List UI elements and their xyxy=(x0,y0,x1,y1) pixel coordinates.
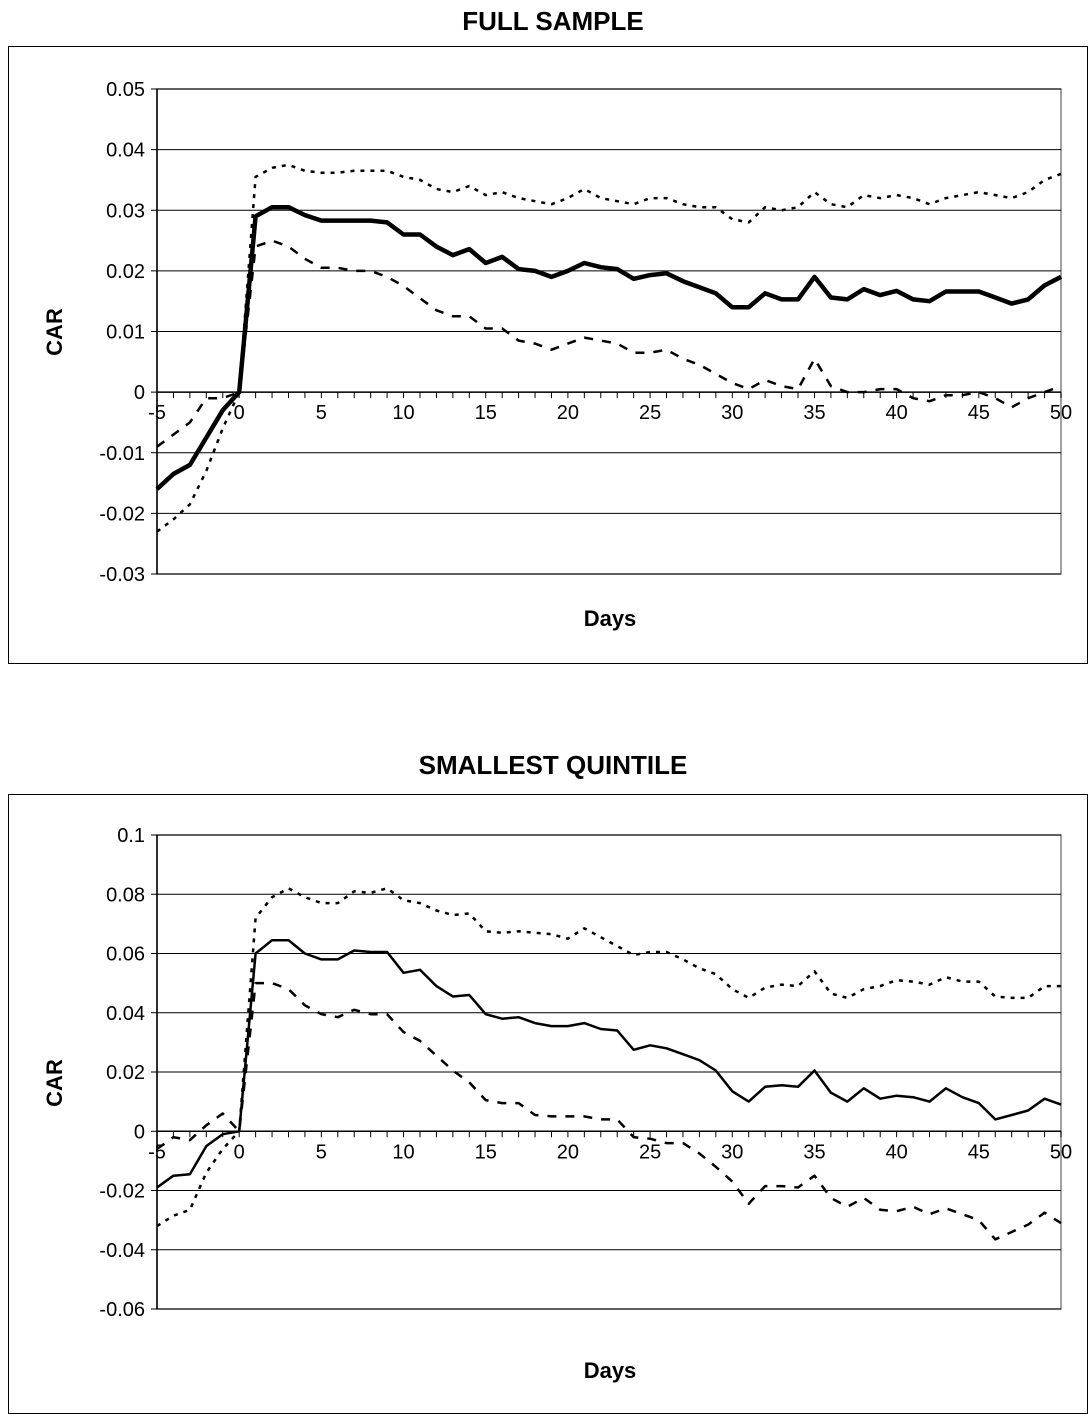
series-line-dashed xyxy=(156,239,1062,448)
chart-title: FULL SAMPLE xyxy=(462,6,644,36)
x-tick-label: 35 xyxy=(803,1141,825,1163)
y-tick-label: -0.03 xyxy=(99,564,145,586)
y-tick-label: -0.02 xyxy=(99,1181,145,1203)
x-axis-label: Days xyxy=(584,606,637,631)
x-tick-label: 0 xyxy=(234,1141,245,1163)
chart-plot: CAR Days -0.06 -0.04 -0.02 0 0.02 0.04 0.06 0.0… xyxy=(42,825,1072,1383)
chart-title: SMALLEST QUINTILE xyxy=(418,750,688,780)
chart-plot: CAR Days -0.03 -0.02 -0.01 0 0.01 0.02 0.03 0.0… xyxy=(42,79,1072,631)
series-line-dotted xyxy=(156,163,1062,533)
y-tick-label: -0.01 xyxy=(99,443,145,465)
x-tick-label: 10 xyxy=(392,1141,414,1163)
y-tick-label: -0.04 xyxy=(99,1240,145,1262)
x-tick-label: 25 xyxy=(639,1141,661,1163)
y-tick-label: 0 xyxy=(134,382,145,404)
x-tick-label: 45 xyxy=(968,1141,990,1163)
x-tick-label: 35 xyxy=(803,402,825,424)
series-line-solid-thick xyxy=(155,204,1063,491)
y-tick-label: 0.1 xyxy=(117,825,145,847)
x-tick-label: 40 xyxy=(886,1141,908,1163)
y-axis-label: CAR xyxy=(42,1059,67,1107)
y-tick-label: 0.01 xyxy=(106,322,145,344)
series-line-dotted xyxy=(156,887,1061,1228)
x-tick-label: 10 xyxy=(392,402,414,424)
series-line-dashed xyxy=(156,981,1062,1241)
x-tick-label: 40 xyxy=(886,402,908,424)
chart-full-sample: FULL SAMPLE CAR Days -0.03 -0.02 -0.01 0 0.0… xyxy=(0,0,1088,680)
x-tick-label: 5 xyxy=(316,1141,327,1163)
x-tick-label: 5 xyxy=(316,402,327,424)
x-tick-label: 25 xyxy=(639,402,661,424)
x-tick-label: 50 xyxy=(1050,402,1072,424)
x-tick-label: 20 xyxy=(557,402,579,424)
series-line-solid xyxy=(156,938,1062,1189)
y-tick-label: 0.05 xyxy=(106,79,145,101)
y-tick-label: 0.04 xyxy=(106,1003,145,1025)
y-axis-label: CAR xyxy=(42,308,67,356)
y-tick-label: 0 xyxy=(134,1121,145,1143)
y-tick-label: 0.04 xyxy=(106,140,145,162)
x-tick-label: 15 xyxy=(475,402,497,424)
x-tick-label: -5 xyxy=(148,402,166,424)
y-tick-label: 0.02 xyxy=(106,1062,145,1084)
x-tick-label: 50 xyxy=(1050,1141,1072,1163)
x-tick-label: 30 xyxy=(721,402,743,424)
y-tick-label: 0.03 xyxy=(106,200,145,222)
x-tick-label: 45 xyxy=(968,402,990,424)
x-tick-label: 0 xyxy=(234,402,245,424)
chart-smallest-quintile: SMALLEST QUINTILE CAR Days -0.06 -0.04 -0.… xyxy=(0,740,1088,1414)
y-tick-label: -0.02 xyxy=(99,503,145,525)
x-tick-label: 15 xyxy=(475,1141,497,1163)
x-tick-label: 20 xyxy=(557,1141,579,1163)
y-tick-label: 0.06 xyxy=(106,944,145,966)
x-tick-label: 30 xyxy=(721,1141,743,1163)
y-tick-label: 0.02 xyxy=(106,261,145,283)
x-axis-label: Days xyxy=(584,1358,637,1383)
y-tick-label: -0.06 xyxy=(99,1299,145,1321)
y-tick-label: 0.08 xyxy=(106,884,145,906)
